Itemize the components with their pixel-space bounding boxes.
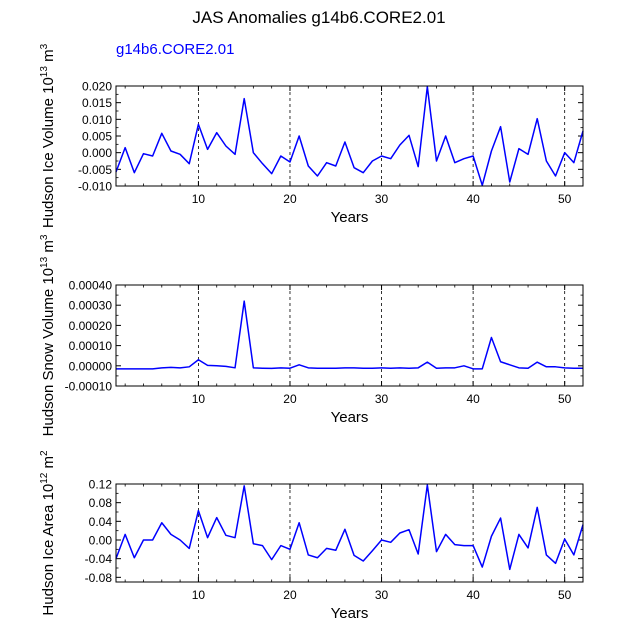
x-tick-label: 10: [192, 192, 206, 206]
y-tick-label: 0.000: [82, 146, 112, 160]
y-axis-label: Hudson Ice Area 1012 m2: [39, 450, 57, 616]
y-tick-label: -0.00010: [65, 380, 113, 394]
series-line: [115, 85, 584, 187]
panels: 10 20 30 40 50 -0.010 -0.005 0.000 0.005 0.010 0.0…: [39, 43, 584, 622]
y-axis-label: Hudson Ice Volume 1013 m3: [39, 43, 57, 228]
y-axis-label-exponent: 13: [39, 66, 50, 78]
chart-panel-1: 10 20 30 40 50 -0.010 -0.005 0.000 0.005 0.010 0.0…: [39, 43, 584, 228]
y-tick-label: 0.00000: [69, 359, 113, 373]
x-axis-label: Years: [331, 605, 369, 622]
y-tick-label: 0.00030: [69, 299, 113, 313]
y-tick-label: 0.00040: [69, 279, 113, 293]
x-tick-label: 40: [466, 192, 480, 206]
x-axis-label: Years: [331, 209, 369, 226]
y-tick-label: 0.08: [89, 496, 113, 510]
y-axis-label-text: Hudson Ice Volume 10: [40, 77, 57, 228]
y-axis-label-exponent: 12: [39, 472, 50, 484]
series-line: [115, 484, 584, 571]
y-axis-label-exponent: 13: [39, 256, 50, 268]
y-axis-label-unit-exponent: 3: [39, 234, 50, 240]
x-tick-label: 40: [466, 392, 480, 406]
x-tick-label: 10: [192, 588, 206, 602]
x-tick-label: 50: [558, 392, 572, 406]
y-axis-label: Hudson Snow Volume 1013 m3: [39, 234, 57, 436]
x-tick-label: 30: [375, 192, 389, 206]
y-axis-label-unit: m: [40, 49, 57, 66]
y-axis-label-text: Hudson Ice Area 10: [40, 484, 57, 616]
x-tick-label: 10: [192, 392, 206, 406]
x-tick-label: 20: [283, 392, 297, 406]
chart-panel-2: 10 20 30 40 50 -0.00010 0.00000 0.00010 0.00020 0…: [39, 234, 584, 436]
y-tick-label: -0.04: [85, 552, 113, 566]
y-axis-label-text: Hudson Snow Volume 10: [40, 268, 57, 436]
series-line: [116, 300, 583, 370]
y-tick-label: -0.010: [78, 180, 112, 194]
plot-frame: [115, 284, 584, 387]
x-tick-label: 30: [375, 392, 389, 406]
x-axis-label: Years: [331, 409, 369, 426]
y-tick-label: 0.00020: [69, 319, 113, 333]
plot-frame: [115, 483, 584, 583]
y-tick-label: 0.005: [82, 130, 112, 144]
x-tick-label: 20: [283, 588, 297, 602]
y-tick-label: 0.00: [89, 534, 113, 548]
case-label: g14b6.CORE2.01: [116, 41, 234, 58]
y-axis-label-unit-exponent: 3: [39, 43, 50, 49]
y-tick-label: 0.010: [82, 113, 112, 127]
y-tick-label: 0.12: [89, 478, 113, 492]
x-tick-label: 50: [558, 588, 572, 602]
y-tick-label: 0.020: [82, 80, 112, 94]
x-tick-label: 50: [558, 192, 572, 206]
chart-panel-3: 10 20 30 40 50 -0.08 -0.04 0.00 0.04 0.08 0.12 Year…: [39, 450, 584, 622]
x-tick-label: 30: [375, 588, 389, 602]
y-axis-label-unit: m: [40, 456, 57, 473]
y-tick-label: -0.005: [78, 163, 112, 177]
x-tick-label: 20: [283, 192, 297, 206]
y-axis-label-unit-exponent: 2: [39, 450, 50, 456]
y-tick-label: 0.04: [89, 515, 113, 529]
y-tick-label: 0.00010: [69, 339, 113, 353]
y-axis-label-unit: m: [40, 240, 57, 257]
y-tick-label: -0.08: [85, 571, 113, 585]
x-tick-label: 40: [466, 588, 480, 602]
plot-frame: [115, 85, 584, 187]
figure-title: JAS Anomalies g14b6.CORE2.01: [192, 8, 445, 27]
y-tick-label: 0.015: [82, 96, 112, 110]
